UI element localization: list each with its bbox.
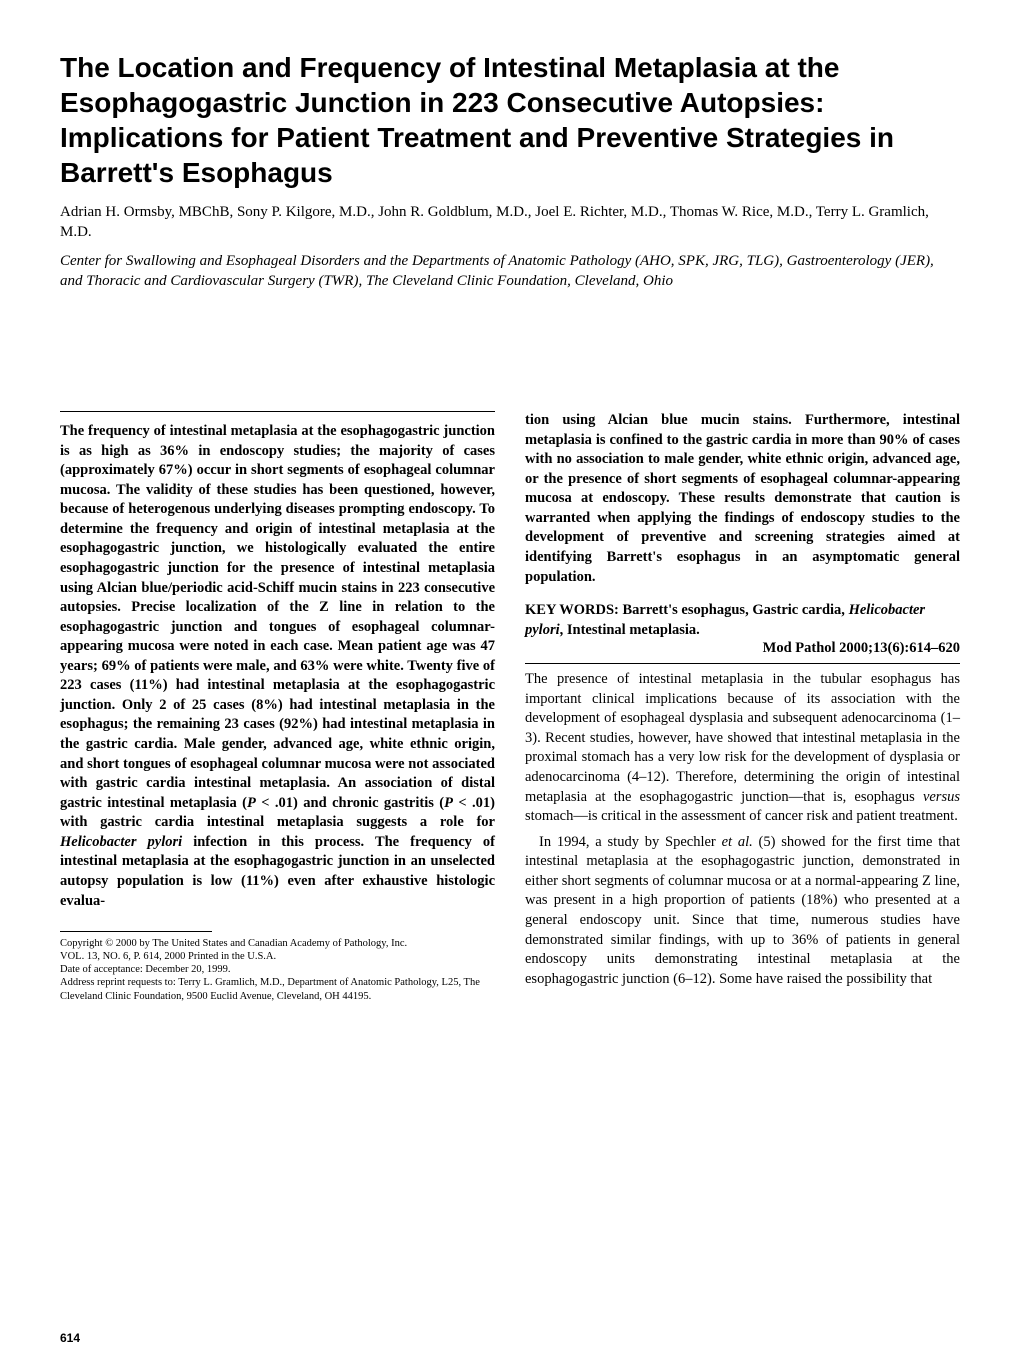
affiliation-text: Center for Swallowing and Esophageal Dis… bbox=[60, 251, 960, 292]
keywords-suffix: , Intestinal metaplasia. bbox=[560, 622, 700, 638]
right-column: tion using Alcian blue mucin stains. Fur… bbox=[525, 411, 960, 1003]
copyright-line-1: Copyright © 2000 by The United States an… bbox=[60, 937, 495, 950]
abstract-p-italic-2: P bbox=[444, 795, 453, 811]
keywords-section: KEY WORDS: Barrett's esophagus, Gastric … bbox=[525, 601, 960, 640]
body-p2-a: In 1994, a study by Spechler bbox=[539, 834, 722, 850]
footer-rule bbox=[60, 931, 212, 932]
abstract-text-left: The frequency of intestinal metaplasia a… bbox=[60, 422, 495, 911]
left-column: The frequency of intestinal metaplasia a… bbox=[60, 411, 495, 1003]
abstract-text-right: tion using Alcian blue mucin stains. Fur… bbox=[525, 411, 960, 587]
body-p1-b: stomach—is critical in the assessment of… bbox=[525, 808, 958, 824]
body-p2-etal: et al. bbox=[722, 834, 753, 850]
article-title: The Location and Frequency of Intestinal… bbox=[60, 50, 960, 190]
abstract-left-main: The frequency of intestinal metaplasia a… bbox=[60, 423, 495, 811]
body-paragraph-2: In 1994, a study by Spechler et al. (5) … bbox=[525, 833, 960, 990]
abstract-p-italic-1: P bbox=[247, 795, 256, 811]
journal-citation: Mod Pathol 2000;13(6):614–620 bbox=[525, 640, 960, 657]
abstract-top-rule bbox=[60, 411, 495, 412]
body-p1-a: The presence of intestinal metaplasia in… bbox=[525, 671, 960, 804]
body-p2-b: (5) showed for the first time that intes… bbox=[525, 834, 960, 987]
keywords-prefix: KEY WORDS: Barrett's esophagus, Gastric … bbox=[525, 602, 849, 618]
page-number: 614 bbox=[60, 1331, 80, 1345]
copyright-block: Copyright © 2000 by The United States an… bbox=[60, 937, 495, 1003]
body-paragraph-1: The presence of intestinal metaplasia in… bbox=[525, 670, 960, 827]
copyright-line-2: VOL. 13, NO. 6, P. 614, 2000 Printed in … bbox=[60, 950, 495, 963]
abstract-hp-italic: Helicobacter pylori bbox=[60, 834, 182, 850]
abstract-left-mid: < .01) and chronic gastritis ( bbox=[256, 795, 444, 811]
copyright-line-3: Date of acceptance: December 20, 1999. bbox=[60, 963, 495, 976]
citation-rule bbox=[525, 663, 960, 664]
copyright-line-4: Address reprint requests to: Terry L. Gr… bbox=[60, 976, 495, 1002]
two-column-layout: The frequency of intestinal metaplasia a… bbox=[60, 411, 960, 1003]
authors-list: Adrian H. Ormsby, MBChB, Sony P. Kilgore… bbox=[60, 202, 960, 243]
body-p1-versus: versus bbox=[923, 789, 960, 805]
